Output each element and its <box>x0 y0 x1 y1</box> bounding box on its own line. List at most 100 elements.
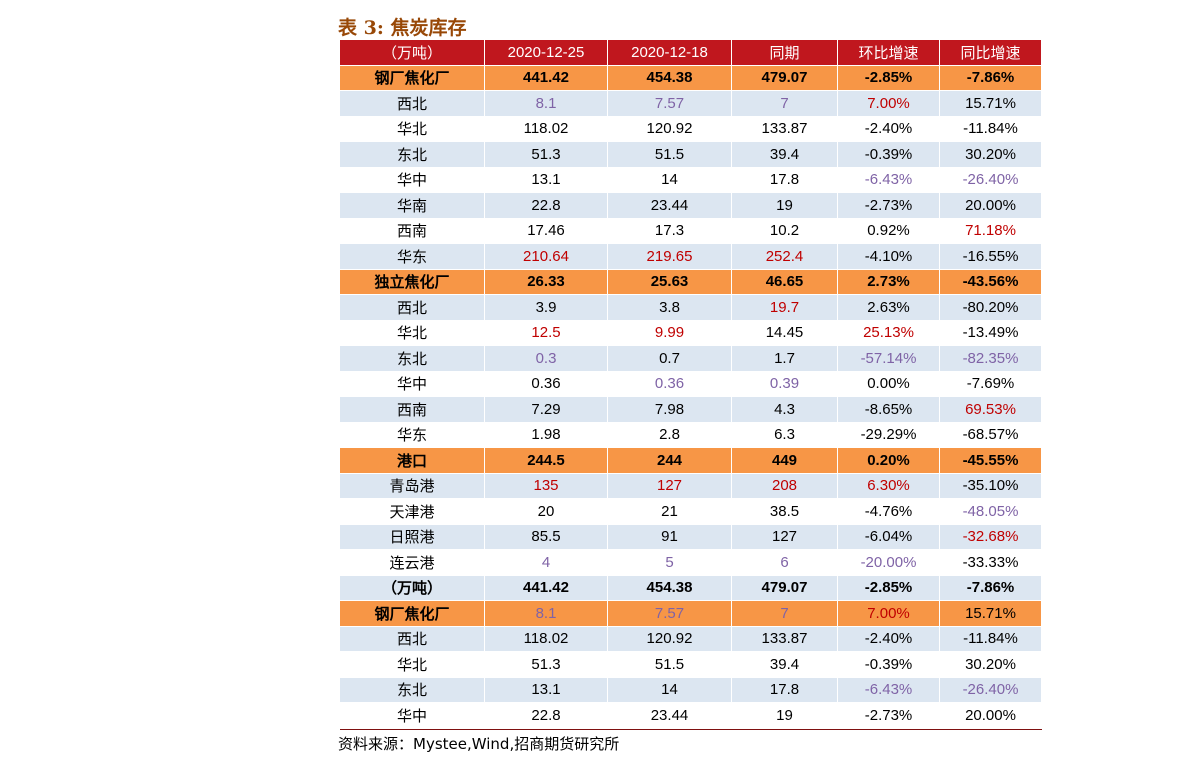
table-cell: 7.98 <box>608 397 732 423</box>
table-cell: 华中 <box>340 167 485 193</box>
table-row: 钢厂焦化厂 8.1 7.57 7 7.00% 15.71% <box>340 601 1042 627</box>
table-cell: -6.04% <box>838 524 940 550</box>
table-cell: 东北 <box>340 677 485 703</box>
table-cell: 华南 <box>340 193 485 219</box>
table-cell: -32.68% <box>940 524 1042 550</box>
table-cell: 51.3 <box>485 142 608 168</box>
table-cell: 133.87 <box>732 116 838 142</box>
table-row: 华北 51.3 51.5 39.4 -0.39% 30.20% <box>340 652 1042 678</box>
table-cell: 连云港 <box>340 550 485 576</box>
table-cell: 7 <box>732 601 838 627</box>
table-cell: 454.38 <box>608 65 732 91</box>
table-cell: 441.42 <box>485 575 608 601</box>
table-row: 西南 7.29 7.98 4.3 -8.65% 69.53% <box>340 397 1042 423</box>
table-cell: 西北 <box>340 91 485 117</box>
table-cell: 华中 <box>340 703 485 729</box>
table-cell: -20.00% <box>838 550 940 576</box>
table-cell: -2.73% <box>838 193 940 219</box>
table-cell: 14 <box>608 677 732 703</box>
table-cell: 127 <box>608 473 732 499</box>
table-cell: -48.05% <box>940 499 1042 525</box>
table-cell: -11.84% <box>940 116 1042 142</box>
table-cell: 0.39 <box>732 371 838 397</box>
table-cell: -26.40% <box>940 677 1042 703</box>
table-cell: 454.38 <box>608 575 732 601</box>
table-cell: 441.42 <box>485 65 608 91</box>
table-cell: 208 <box>732 473 838 499</box>
table-cell: 6.30% <box>838 473 940 499</box>
table-cell: 252.4 <box>732 244 838 270</box>
table-row: 华北 12.5 9.99 14.45 25.13% -13.49% <box>340 320 1042 346</box>
table-row: 青岛港 135 127 208 6.30% -35.10% <box>340 473 1042 499</box>
table-cell: 51.3 <box>485 652 608 678</box>
header-row: （万吨） 2020-12-25 2020-12-18 同期 环比增速 同比增速 <box>340 40 1042 66</box>
table-row: 华南 22.8 23.44 19 -2.73% 20.00% <box>340 193 1042 219</box>
table-cell: -7.86% <box>940 575 1042 601</box>
table-cell: 3.9 <box>485 295 608 321</box>
table-cell: -82.35% <box>940 346 1042 372</box>
table-row: 东北 0.3 0.7 1.7 -57.14% -82.35% <box>340 346 1042 372</box>
table-cell: -26.40% <box>940 167 1042 193</box>
table-cell: 2.8 <box>608 422 732 448</box>
table-row: 华东 1.98 2.8 6.3 -29.29% -68.57% <box>340 422 1042 448</box>
table-cell: 21 <box>608 499 732 525</box>
table-cell: 0.92% <box>838 218 940 244</box>
header-cell: 2020-12-18 <box>608 40 732 66</box>
table-row: 西北 8.1 7.57 7 7.00% 15.71% <box>340 91 1042 117</box>
table-cell: -4.76% <box>838 499 940 525</box>
table-cell: -80.20% <box>940 295 1042 321</box>
table-row: 东北 51.3 51.5 39.4 -0.39% 30.20% <box>340 142 1042 168</box>
table-cell: 118.02 <box>485 116 608 142</box>
table-cell: -7.69% <box>940 371 1042 397</box>
table-cell: 13.1 <box>485 677 608 703</box>
table-row: 西北 3.9 3.8 19.7 2.63% -80.20% <box>340 295 1042 321</box>
table-row: 华中 22.8 23.44 19 -2.73% 20.00% <box>340 703 1042 729</box>
table-cell: 120.92 <box>608 116 732 142</box>
table-cell: 479.07 <box>732 65 838 91</box>
table-cell: 华中 <box>340 371 485 397</box>
table-cell: 7.57 <box>608 601 732 627</box>
table-cell: 20 <box>485 499 608 525</box>
table-cell: 8.1 <box>485 601 608 627</box>
table-cell: 25.13% <box>838 320 940 346</box>
table-cell: 51.5 <box>608 142 732 168</box>
table-cell: -8.65% <box>838 397 940 423</box>
table-cell: 17.8 <box>732 677 838 703</box>
table-title: 表 3: 焦炭库存 <box>338 17 467 39</box>
table-cell: -2.73% <box>838 703 940 729</box>
table-cell: 青岛港 <box>340 473 485 499</box>
table-cell: 8.1 <box>485 91 608 117</box>
table-cell: 22.8 <box>485 703 608 729</box>
table-cell: 7.29 <box>485 397 608 423</box>
table-cell: 91 <box>608 524 732 550</box>
table-cell: 19 <box>732 703 838 729</box>
table-row: 华中 13.1 14 17.8 -6.43% -26.40% <box>340 167 1042 193</box>
table-cell: 30.20% <box>940 142 1042 168</box>
table-cell: 钢厂焦化厂 <box>340 601 485 627</box>
table-cell: 23.44 <box>608 703 732 729</box>
table-cell: 0.7 <box>608 346 732 372</box>
table-cell: 30.20% <box>940 652 1042 678</box>
table-cell: -0.39% <box>838 142 940 168</box>
table-row: 东北 13.1 14 17.8 -6.43% -26.40% <box>340 677 1042 703</box>
table-cell: 华东 <box>340 244 485 270</box>
table-cell: 独立焦化厂 <box>340 269 485 295</box>
table-cell: 17.3 <box>608 218 732 244</box>
table: （万吨） 2020-12-25 2020-12-18 同期 环比增速 同比增速 钢厂焦化厂 4… <box>340 40 1042 730</box>
table-cell: 17.46 <box>485 218 608 244</box>
table-cell: 210.64 <box>485 244 608 270</box>
table-cell: 25.63 <box>608 269 732 295</box>
table-cell: 120.92 <box>608 626 732 652</box>
table-cell: 6.3 <box>732 422 838 448</box>
table-cell: 3.8 <box>608 295 732 321</box>
table-cell: 东北 <box>340 142 485 168</box>
table-cell: 22.8 <box>485 193 608 219</box>
table-cell: -0.39% <box>838 652 940 678</box>
header-cell: 环比增速 <box>838 40 940 66</box>
table-cell: 14.45 <box>732 320 838 346</box>
table-cell: 7 <box>732 91 838 117</box>
table-cell: 华东 <box>340 422 485 448</box>
table-cell: -43.56% <box>940 269 1042 295</box>
header-cell: 同比增速 <box>940 40 1042 66</box>
table-cell: 39.4 <box>732 652 838 678</box>
